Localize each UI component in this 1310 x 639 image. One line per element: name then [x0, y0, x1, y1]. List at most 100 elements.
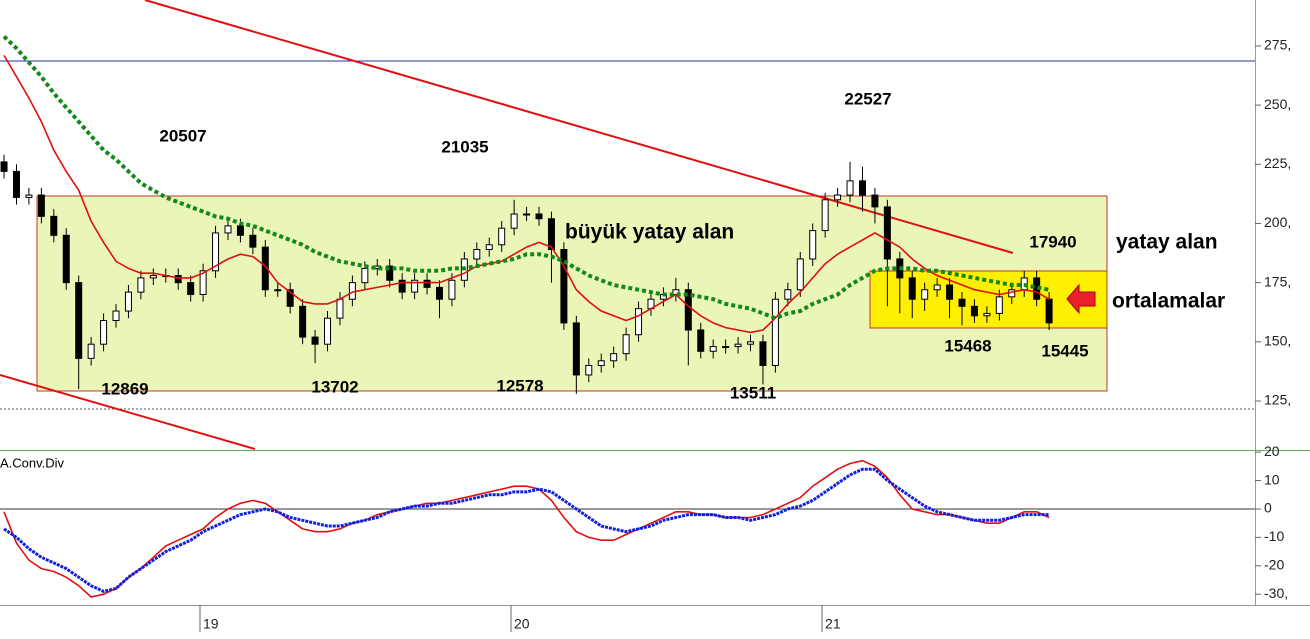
candle-body — [821, 199, 829, 232]
candle-body — [995, 296, 1003, 314]
candle-body — [87, 343, 95, 359]
candle-body — [572, 322, 580, 376]
line — [2, 35, 1050, 321]
candle-body — [747, 341, 755, 345]
candle-body — [187, 282, 195, 295]
candle-body — [473, 249, 481, 260]
annotation: yatay alan — [1116, 231, 1218, 254]
candle-body — [697, 329, 705, 352]
annotation: 22527 — [844, 89, 891, 108]
candle-body — [684, 289, 692, 331]
candle-body — [75, 282, 83, 359]
candle-body — [423, 279, 431, 288]
candle-body — [398, 279, 406, 293]
candle-body — [883, 206, 891, 260]
marks — [0, 35, 1255, 598]
candle-body — [311, 336, 319, 345]
annotation: 12578 — [496, 376, 543, 395]
y-tick-label: 150, — [1264, 333, 1291, 349]
y-tick-label: 225, — [1264, 155, 1291, 171]
candle-body — [908, 277, 916, 300]
indicator-title: A.Conv.Div — [0, 455, 65, 470]
candle-body — [448, 279, 456, 300]
candle-body — [261, 246, 269, 291]
candle-body — [50, 215, 58, 236]
candle-body — [224, 225, 232, 234]
candle-body — [809, 230, 817, 260]
candle-body — [174, 275, 182, 284]
candle-body — [336, 298, 344, 319]
annotation: 17940 — [1029, 232, 1076, 251]
y-tick-label: 200, — [1264, 214, 1291, 230]
candle-body — [299, 305, 307, 338]
line — [3, 467, 1050, 593]
candle-body — [411, 279, 419, 293]
line — [3, 54, 1050, 334]
candle-body — [25, 194, 33, 198]
candle-body — [62, 234, 70, 284]
candle-body — [212, 232, 220, 272]
candle-body — [796, 258, 804, 291]
candle-body — [610, 353, 618, 362]
candle-body — [149, 275, 157, 279]
x-tick-label: 20 — [514, 616, 530, 632]
y-tick-label: 250, — [1264, 96, 1291, 112]
candle-body — [734, 343, 742, 348]
annotation: büyük yatay alan — [565, 221, 734, 244]
candle-body — [523, 213, 531, 216]
candle-body — [386, 265, 394, 281]
candle-body — [199, 270, 207, 295]
candle-body — [535, 213, 543, 220]
candle-body — [921, 289, 929, 300]
candle-body — [485, 244, 493, 251]
annotation: 13511 — [730, 383, 776, 402]
candle-body — [622, 334, 630, 355]
candle-body — [137, 277, 145, 293]
candle-body — [722, 346, 730, 349]
candle-body — [274, 289, 282, 292]
y-tick-label: 275, — [1264, 37, 1291, 53]
candle-body — [324, 317, 332, 345]
candle-body — [112, 310, 120, 322]
candle-body — [846, 180, 854, 196]
candle-body — [498, 227, 506, 246]
annotation: 15445 — [1041, 341, 1088, 360]
trend-line — [144, 0, 1014, 254]
candle-body — [933, 284, 941, 291]
y-tick-label: 175, — [1264, 273, 1291, 289]
candle-body — [970, 305, 978, 317]
x-tick-label: 19 — [203, 616, 219, 632]
candle-body — [435, 286, 443, 300]
candle-body — [361, 267, 369, 284]
y-tick-label: 10 — [1264, 471, 1280, 487]
annotations: 20507 21035 22527 büyük yatay alan 17940… — [0, 89, 1225, 470]
y-tick-label: 125, — [1264, 392, 1291, 408]
candle-body — [635, 308, 643, 336]
arrow — [1066, 283, 1096, 315]
y-tick-label: 0 — [1264, 500, 1272, 516]
annotation: 15468 — [944, 336, 991, 355]
annotation: 20507 — [159, 126, 206, 145]
candle-body — [858, 180, 866, 196]
candle-body — [100, 320, 108, 345]
candle-body — [249, 234, 257, 248]
candle-body — [12, 170, 20, 198]
candle-body — [547, 218, 555, 251]
y-tick-label: -20 — [1264, 556, 1284, 572]
candle-body — [124, 291, 132, 312]
trend-line — [0, 374, 256, 450]
line — [3, 459, 1050, 598]
y-tick-label: -30, — [1264, 585, 1288, 601]
candle-body — [510, 213, 518, 229]
y-tick-label: 20 — [1264, 443, 1280, 459]
candle-body — [585, 364, 593, 376]
candle-body — [560, 249, 568, 324]
candle-body — [236, 225, 244, 236]
candle-body — [958, 298, 966, 307]
candle-body — [37, 194, 45, 217]
annotation: 12869 — [101, 379, 148, 398]
candle-body — [771, 298, 779, 366]
annotation: 13702 — [311, 377, 358, 396]
candle-body — [759, 341, 767, 366]
